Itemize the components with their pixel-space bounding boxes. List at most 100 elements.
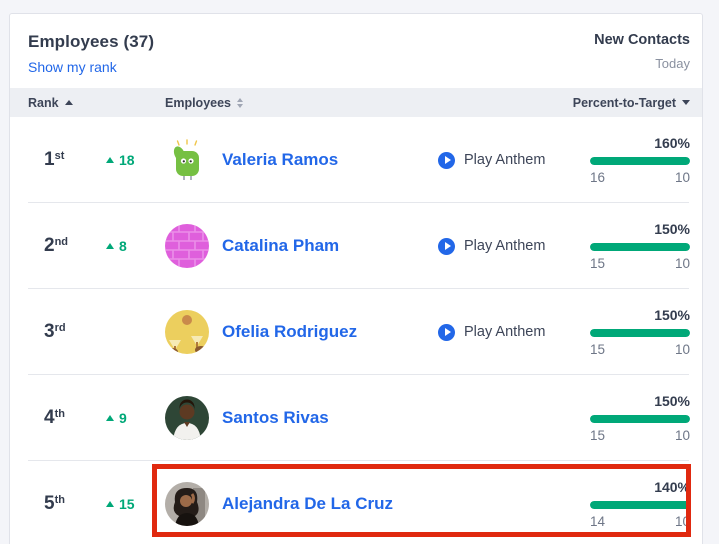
employee-list: 1st 18 Valeria Ramos Play Anthem 160% 16… [10,117,702,544]
row-divider [28,374,689,375]
actual-value: 14 [590,514,606,529]
column-percent-to-target[interactable]: Percent-to-Target [573,96,690,110]
rank-change-badge: 18 [106,152,135,168]
rank-change-badge: 9 [106,410,127,426]
progress-bar-fill [590,243,690,251]
progress-bar [590,415,690,423]
rank-cell: 1st 18 [28,149,165,171]
rank-cell: 3rd [28,321,165,343]
play-anthem-button[interactable]: Play Anthem [430,151,590,169]
row-divider [28,460,689,461]
sort-desc-icon [682,100,690,105]
column-employees[interactable]: Employees [165,96,573,110]
avatar[interactable] [165,482,209,526]
target-value: 10 [674,428,690,443]
rank-change-value: 15 [119,496,135,512]
column-employees-label: Employees [165,95,232,110]
rank-number: 2nd [44,235,69,256]
employee-name-link[interactable]: Catalina Pham [222,236,340,255]
play-anthem-button[interactable]: Play Anthem [430,323,590,341]
rank-number: 4th [44,407,65,428]
play-icon[interactable] [438,323,455,341]
rank-number: 3rd [44,321,66,342]
rank-change-value: 9 [119,410,127,426]
table-row: 5th 15 Alejandra De La Cruz 140% 14 10 [10,461,702,544]
table-row: 2nd 8 Catalina Pham Play Anthem 150% 15 … [10,203,702,289]
percent-to-target-value: 150% [654,307,690,323]
actual-value: 15 [590,256,606,271]
percent-to-target-value: 150% [654,221,690,237]
progress-bar-fill [590,329,690,337]
rank-change-value: 18 [119,152,135,168]
play-anthem-label: Play Anthem [464,324,546,340]
target-value: 10 [674,342,690,357]
rank-number: 5th [44,493,65,514]
sort-both-icon [237,97,244,108]
rank-up-icon [106,157,114,163]
rank-change-value: 8 [119,238,127,254]
avatar[interactable] [165,138,209,182]
progress-bar [590,501,690,509]
row-divider [28,202,689,203]
progress-bar [590,157,690,165]
avatar[interactable] [165,224,209,268]
play-anthem-label: Play Anthem [464,152,546,168]
progress-cell: 150% 15 10 [590,221,690,271]
target-value: 10 [674,170,690,185]
play-icon[interactable] [438,151,455,169]
column-rank[interactable]: Rank [28,96,165,110]
table-row: 3rd Ofelia Rodriguez Play Anthem 150% 15… [10,289,702,375]
employee-cell: Catalina Pham [165,224,430,268]
avatar[interactable] [165,396,209,440]
card-header: Employees (37) Show my rank New Contacts… [10,14,702,88]
row-divider [28,288,689,289]
progress-cell: 160% 16 10 [590,135,690,185]
percent-to-target-value: 160% [654,135,690,151]
rank-number: 1st [44,149,65,170]
sort-asc-icon [64,100,73,105]
target-value: 10 [674,514,690,529]
column-rank-label: Rank [28,95,59,110]
play-anthem-label: Play Anthem [464,238,546,254]
percent-to-target-value: 140% [654,479,690,495]
rank-up-icon [106,415,114,421]
employee-name-link[interactable]: Santos Rivas [222,408,329,427]
rank-change-badge: 15 [106,496,135,512]
employee-cell: Ofelia Rodriguez [165,310,430,354]
employee-cell: Alejandra De La Cruz [165,482,430,526]
avatar[interactable] [165,310,209,354]
rank-cell: 4th 9 [28,407,165,429]
column-percent-label: Percent-to-Target [572,95,676,110]
metric-label: New Contacts [594,32,690,48]
employee-name-link[interactable]: Valeria Ramos [222,150,339,169]
progress-bar [590,329,690,337]
leaderboard-card: Employees (37) Show my rank New Contacts… [9,13,703,544]
rank-change-badge: 8 [106,238,127,254]
actual-value: 16 [590,170,606,185]
progress-bar [590,243,690,251]
percent-to-target-value: 150% [654,393,690,409]
page-title: Employees (37) [28,32,155,51]
progress-bar-fill [590,157,690,165]
employee-name-link[interactable]: Ofelia Rodriguez [222,322,358,341]
play-icon[interactable] [438,237,455,255]
progress-bar-fill [590,501,690,509]
table-row: 1st 18 Valeria Ramos Play Anthem 160% 16… [10,117,702,203]
progress-cell: 150% 15 10 [590,393,690,443]
target-value: 10 [674,256,690,271]
show-my-rank-link[interactable]: Show my rank [28,59,117,75]
rank-up-icon [106,501,114,507]
employee-cell: Valeria Ramos [165,138,430,182]
rank-cell: 2nd 8 [28,235,165,257]
actual-value: 15 [590,342,606,357]
employee-name-link[interactable]: Alejandra De La Cruz [222,494,393,513]
table-header: Rank Employees Percent-to-Target [10,88,702,117]
table-row: 4th 9 Santos Rivas 150% 15 10 [10,375,702,461]
play-anthem-button[interactable]: Play Anthem [430,237,590,255]
employee-cell: Santos Rivas [165,396,430,440]
progress-cell: 140% 14 10 [590,479,690,529]
period-label: Today [655,56,690,71]
progress-bar-fill [590,415,690,423]
progress-cell: 150% 15 10 [590,307,690,357]
rank-cell: 5th 15 [28,493,165,515]
